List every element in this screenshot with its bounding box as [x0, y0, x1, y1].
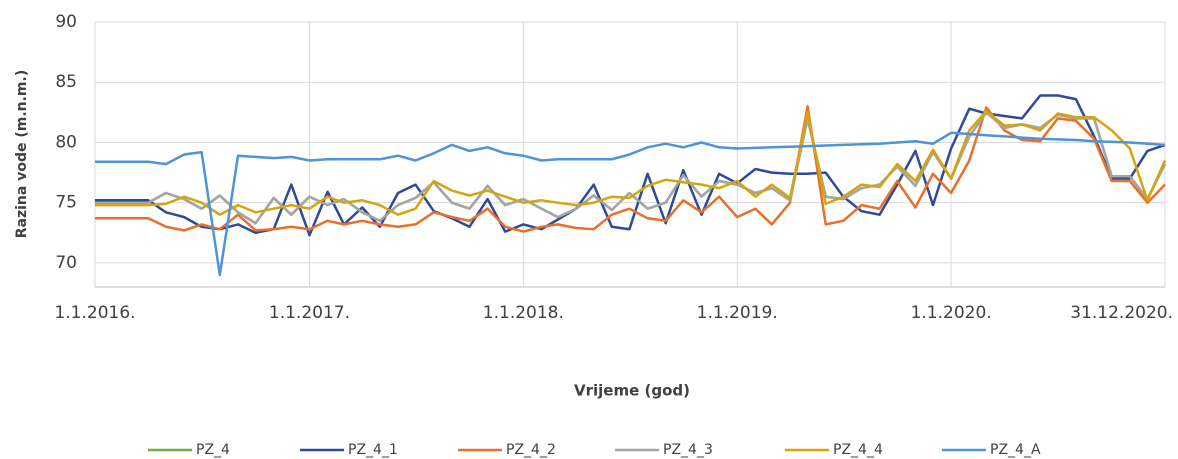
- x-tick-label: 1.1.2016.: [54, 303, 135, 323]
- legend-label: PZ_4_4: [833, 442, 883, 458]
- series-line: [95, 131, 1166, 277]
- y-tick-label: 90: [55, 12, 77, 32]
- x-tick-label: 1.1.2020.: [911, 303, 992, 323]
- legend-label: PZ_4_2: [506, 442, 556, 458]
- series-line: [95, 94, 1166, 237]
- series-line: [95, 111, 1167, 225]
- legend-label: PZ_4_A: [990, 442, 1041, 458]
- x-tick-label: 1.1.2019.: [697, 303, 778, 323]
- y-tick-label: 85: [55, 72, 77, 92]
- legend-label: PZ_4_1: [348, 442, 398, 458]
- y-tick-label: 70: [55, 253, 77, 273]
- x-axis-title: Vrijeme (god): [574, 382, 690, 400]
- x-tick-label: 31.12.2020.: [1070, 303, 1173, 323]
- series-line: [95, 109, 1167, 216]
- series-line: [95, 105, 1166, 233]
- x-tick-label: 1.1.2018.: [483, 303, 564, 323]
- y-tick-label: 75: [55, 193, 77, 213]
- y-axis-title: Razina vode (m.n.m.): [14, 70, 30, 239]
- legend-label: PZ_4: [196, 442, 230, 458]
- legend-label: PZ_4_3: [663, 442, 713, 458]
- y-tick-label: 80: [55, 132, 77, 152]
- x-tick-label: 1.1.2017.: [269, 303, 350, 323]
